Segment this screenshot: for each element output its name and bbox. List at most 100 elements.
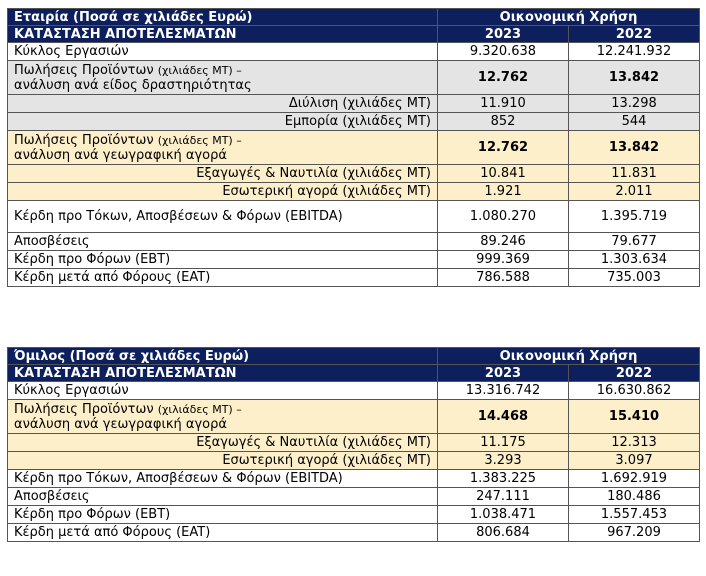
value-2023: 12.762 [437, 130, 569, 165]
row-label: Διύλιση (χιλιάδες ΜΤ) [7, 94, 438, 113]
row-label: Κέρδη μετά από Φόρους (EAT) [7, 523, 438, 542]
table-row: Κύκλος Εργασιών 9.320.638 12.241.932 [7, 42, 700, 61]
value-2022: 544 [568, 112, 700, 131]
year-header: 2023 [437, 25, 569, 43]
value-2023: 14.468 [437, 399, 569, 434]
row-label: Κέρδη προ Φόρων (EBT) [7, 505, 438, 524]
value-2022: 180.486 [568, 487, 700, 506]
value-2023: 1.383.225 [437, 469, 569, 488]
value-2022: 1.557.453 [568, 505, 700, 524]
value-2022: 1.303.634 [568, 250, 700, 269]
year-header: 2023 [437, 364, 569, 382]
value-2022: 13.298 [568, 94, 700, 113]
row-label: Αποσβέσεις [7, 487, 438, 506]
value-2023: 786.588 [437, 268, 569, 287]
row-label: Κέρδη μετά από Φόρους (EAT) [7, 268, 438, 287]
row-label: Κύκλος Εργασιών [7, 381, 438, 400]
value-2023: 1.038.471 [437, 505, 569, 524]
row-label: Εσωτερική αγορά (χιλιάδες ΜΤ) [7, 451, 438, 470]
value-2023: 1.921 [437, 182, 569, 201]
table-row: Πωλήσεις Προϊόντων (χιλιάδες ΜΤ) – ανάλυσ… [7, 60, 700, 95]
header-row: Εταιρία (Ποσά σε χιλιάδες Ευρώ) Οικονομι… [7, 8, 700, 26]
company-income-table: Εταιρία (Ποσά σε χιλιάδες Ευρώ) Οικονομι… [7, 8, 700, 287]
label-line2: ανάλυση ανά γεωγραφική αγορά [14, 147, 227, 163]
row-label: Εμπορία (χιλιάδες ΜΤ) [7, 112, 438, 131]
value-2022: 1.395.719 [568, 200, 700, 233]
header-row: ΚΑΤΑΣΤΑΣΗ ΑΠΟΤΕΛΕΣΜΑΤΩΝ 2023 2022 [7, 25, 700, 43]
value-2023: 10.841 [437, 164, 569, 183]
table-row: Κύκλος Εργασιών 13.316.742 16.630.862 [7, 381, 700, 400]
row-label: Κέρδη προ Τόκων, Αποσβέσεων & Φόρων (EBI… [7, 469, 438, 488]
fiscal-year-label: Οικονομική Χρήση [437, 347, 700, 365]
fiscal-year-label: Οικονομική Χρήση [437, 8, 700, 26]
value-2022: 13.842 [568, 130, 700, 165]
table-row: Κέρδη προ Τόκων, Αποσβέσεων & Φόρων (EBI… [7, 469, 700, 488]
table-row: Εσωτερική αγορά (χιλιάδες ΜΤ) 1.921 2.01… [7, 182, 700, 201]
label-line2: ανάλυση ανά είδος δραστηριότητας [14, 77, 252, 93]
value-2022: 735.003 [568, 268, 700, 287]
row-label: Εσωτερική αγορά (χιλιάδες ΜΤ) [7, 182, 438, 201]
table-row: Αποσβέσεις 247.111 180.486 [7, 487, 700, 506]
label-unit: (χιλιάδες ΜΤ) – [157, 63, 242, 77]
table-title: Εταιρία (Ποσά σε χιλιάδες Ευρώ) [7, 8, 438, 26]
label-line2: ανάλυση ανά γεωγραφική αγορά [14, 416, 227, 432]
table-row: Εξαγωγές & Ναυτιλία (χιλιάδες ΜΤ) 10.841… [7, 164, 700, 183]
value-2022: 79.677 [568, 232, 700, 251]
value-2023: 806.684 [437, 523, 569, 542]
value-2022: 11.831 [568, 164, 700, 183]
table-title: Όμιλος (Ποσά σε χιλιάδες Ευρώ) [7, 347, 438, 365]
statement-label: ΚΑΤΑΣΤΑΣΗ ΑΠΟΤΕΛΕΣΜΑΤΩΝ [7, 25, 438, 43]
table-row: Διύλιση (χιλιάδες ΜΤ) 11.910 13.298 [7, 94, 700, 113]
row-label: Κέρδη προ Φόρων (EBT) [7, 250, 438, 269]
value-2022: 1.692.919 [568, 469, 700, 488]
value-2023: 1.080.270 [437, 200, 569, 233]
row-label: Πωλήσεις Προϊόντων (χιλιάδες ΜΤ) – ανάλυσ… [7, 60, 438, 95]
header-row: Όμιλος (Ποσά σε χιλιάδες Ευρώ) Οικονομικ… [7, 347, 700, 365]
statement-label: ΚΑΤΑΣΤΑΣΗ ΑΠΟΤΕΛΕΣΜΑΤΩΝ [7, 364, 438, 382]
header-row: ΚΑΤΑΣΤΑΣΗ ΑΠΟΤΕΛΕΣΜΑΤΩΝ 2023 2022 [7, 364, 700, 382]
table-row: Εξαγωγές & Ναυτιλία (χιλιάδες ΜΤ) 11.175… [7, 433, 700, 452]
value-2023: 11.175 [437, 433, 569, 452]
label-main: Πωλήσεις Προϊόντων [14, 132, 158, 148]
table-row: Αποσβέσεις 89.246 79.677 [7, 232, 700, 251]
year-header: 2022 [568, 364, 700, 382]
label-unit: (χιλιάδες ΜΤ) – [157, 133, 242, 147]
value-2022: 2.011 [568, 182, 700, 201]
label-unit: (χιλιάδες ΜΤ) – [157, 402, 242, 416]
value-2022: 12.313 [568, 433, 700, 452]
row-label: Εξαγωγές & Ναυτιλία (χιλιάδες ΜΤ) [7, 433, 438, 452]
value-2023: 13.316.742 [437, 381, 569, 400]
value-2022: 15.410 [568, 399, 700, 434]
table-row: Κέρδη μετά από Φόρους (EAT) 786.588 735.… [7, 268, 700, 287]
value-2022: 12.241.932 [568, 42, 700, 61]
value-2023: 9.320.638 [437, 42, 569, 61]
table-row: Κέρδη προ Τόκων, Αποσβέσεων & Φόρων (EBI… [7, 200, 700, 233]
row-label: Εξαγωγές & Ναυτιλία (χιλιάδες ΜΤ) [7, 164, 438, 183]
value-2023: 12.762 [437, 60, 569, 95]
label-main: Πωλήσεις Προϊόντων [14, 62, 158, 78]
year-header: 2022 [568, 25, 700, 43]
table-row: Κέρδη μετά από Φόρους (EAT) 806.684 967.… [7, 523, 700, 542]
table-row: Κέρδη προ Φόρων (EBT) 1.038.471 1.557.45… [7, 505, 700, 524]
label-main: Πωλήσεις Προϊόντων [14, 401, 158, 417]
value-2023: 999.369 [437, 250, 569, 269]
value-2022: 967.209 [568, 523, 700, 542]
row-label: Πωλήσεις Προϊόντων (χιλιάδες ΜΤ) – ανάλυσ… [7, 399, 438, 434]
row-label: Κέρδη προ Τόκων, Αποσβέσεων & Φόρων (EBI… [7, 200, 438, 233]
value-2023: 852 [437, 112, 569, 131]
value-2023: 89.246 [437, 232, 569, 251]
row-label: Πωλήσεις Προϊόντων (χιλιάδες ΜΤ) – ανάλυσ… [7, 130, 438, 165]
table-row: Εσωτερική αγορά (χιλιάδες ΜΤ) 3.293 3.09… [7, 451, 700, 470]
group-income-table: Όμιλος (Ποσά σε χιλιάδες Ευρώ) Οικονομικ… [7, 347, 700, 542]
table-row: Πωλήσεις Προϊόντων (χιλιάδες ΜΤ) – ανάλυσ… [7, 399, 700, 434]
value-2023: 247.111 [437, 487, 569, 506]
value-2022: 13.842 [568, 60, 700, 95]
table-row: Κέρδη προ Φόρων (EBT) 999.369 1.303.634 [7, 250, 700, 269]
table-row: Πωλήσεις Προϊόντων (χιλιάδες ΜΤ) – ανάλυσ… [7, 130, 700, 165]
value-2022: 16.630.862 [568, 381, 700, 400]
value-2023: 11.910 [437, 94, 569, 113]
table-row: Εμπορία (χιλιάδες ΜΤ) 852 544 [7, 112, 700, 131]
row-label: Κύκλος Εργασιών [7, 42, 438, 61]
row-label: Αποσβέσεις [7, 232, 438, 251]
value-2022: 3.097 [568, 451, 700, 470]
